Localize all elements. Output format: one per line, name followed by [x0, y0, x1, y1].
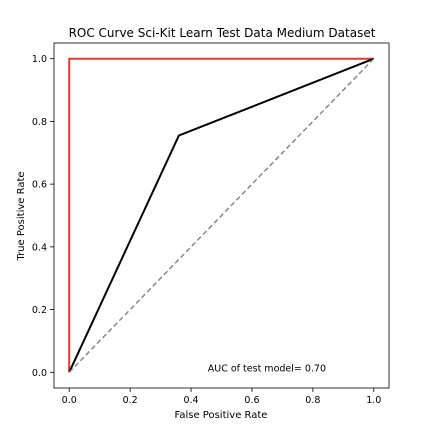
auc-annotation: AUC of test model= 0.70 — [208, 363, 326, 374]
y-tick-label: 0.2 — [32, 305, 47, 316]
roc-chance-line — [68, 58, 375, 373]
y-tick-label: 0.4 — [32, 242, 47, 253]
x-tick-label: 0.8 — [305, 395, 320, 406]
x-tick-label: 1.0 — [366, 395, 381, 406]
x-axis-label: False Positive Rate — [175, 410, 268, 421]
x-axis-ticks: 0.0 0.2 0.4 0.6 0.8 1.0 — [62, 388, 381, 406]
roc-model-line — [68, 57, 375, 373]
y-axis-ticks: 0.0 0.2 0.4 0.6 0.8 1.0 — [32, 54, 54, 379]
annotations-layer: AUC of test model= 0.70 — [208, 363, 326, 374]
y-tick-label: 0.0 — [32, 368, 47, 379]
x-tick-label: 0.4 — [183, 395, 198, 406]
x-tick-label: 0.0 — [62, 395, 77, 406]
x-tick-label: 0.2 — [123, 395, 138, 406]
y-tick-label: 0.8 — [32, 117, 47, 128]
plot-frame — [53, 42, 390, 389]
roc-perfect-line — [68, 57, 374, 373]
x-tick-label: 0.6 — [244, 395, 259, 406]
y-tick-label: 0.6 — [32, 180, 47, 191]
y-axis-label: True Positive Rate — [16, 171, 27, 261]
series-layer — [68, 57, 375, 373]
y-tick-label: 1.0 — [32, 54, 47, 65]
chart-title: ROC Curve Sci-Kit Learn Test Data Medium… — [69, 26, 376, 40]
